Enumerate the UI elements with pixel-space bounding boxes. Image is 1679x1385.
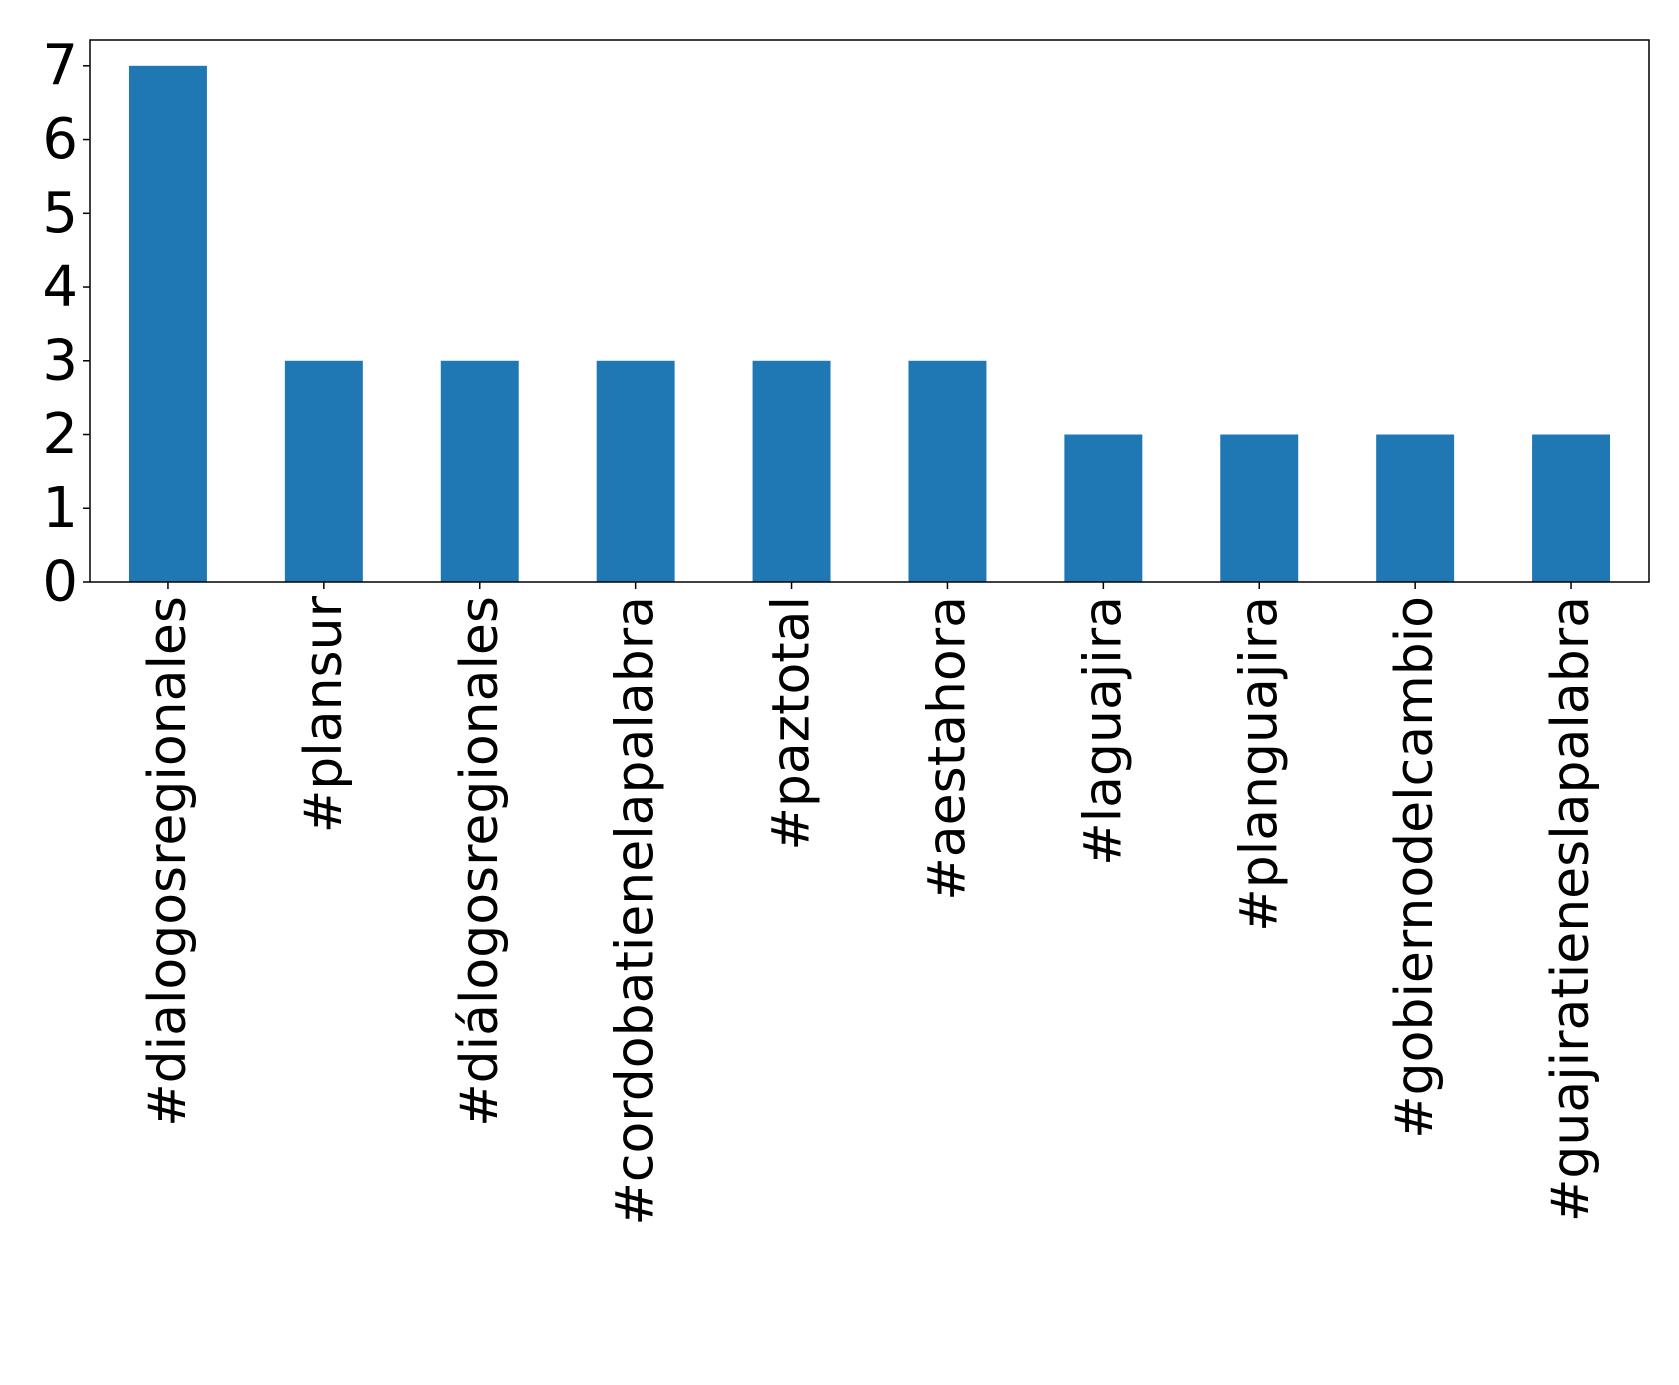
- x-tick-label: #planguajira: [1229, 596, 1289, 932]
- bar-6: [1064, 434, 1143, 582]
- y-tick-label: 3: [42, 328, 78, 393]
- y-tick-label: 1: [42, 476, 78, 541]
- x-tick-label: #gobiernodelcambio: [1385, 596, 1445, 1139]
- x-tick-label: #aestahora: [917, 596, 977, 901]
- x-tick-label: #paztotal: [762, 596, 822, 851]
- y-tick-label: 0: [42, 550, 78, 615]
- bar-0: [128, 65, 207, 583]
- bar-5: [908, 360, 987, 582]
- x-axis: #dialogosregionales #plansur #diálogosregi…: [138, 582, 1601, 1226]
- bar-7: [1220, 434, 1299, 582]
- bar-2: [440, 360, 519, 582]
- bar-4: [752, 360, 831, 582]
- x-tick-label: #guajiratieneslapalabra: [1541, 596, 1601, 1222]
- x-tick-label: #diálogosregionales: [450, 596, 510, 1127]
- bar-3: [596, 360, 675, 582]
- bar-8: [1376, 434, 1455, 582]
- x-tick-label: #cordobatienelapalabra: [606, 596, 666, 1226]
- y-tick-label: 6: [42, 107, 78, 172]
- bar-series: [128, 65, 1611, 583]
- y-tick-label: 5: [42, 181, 78, 246]
- plot-area-frame: [89, 39, 1650, 583]
- y-tick-label: 7: [42, 33, 78, 98]
- y-tick-label: 4: [42, 255, 78, 320]
- x-tick-label: #laguajira: [1073, 596, 1133, 866]
- x-tick-label: #dialogosregionales: [138, 596, 198, 1127]
- y-tick-label: 2: [42, 402, 78, 467]
- bar-9: [1532, 434, 1611, 582]
- x-tick-label: #plansur: [294, 595, 354, 833]
- y-axis: 0 1 2 3 4 5 6 7: [42, 33, 90, 615]
- bar-1: [284, 360, 363, 582]
